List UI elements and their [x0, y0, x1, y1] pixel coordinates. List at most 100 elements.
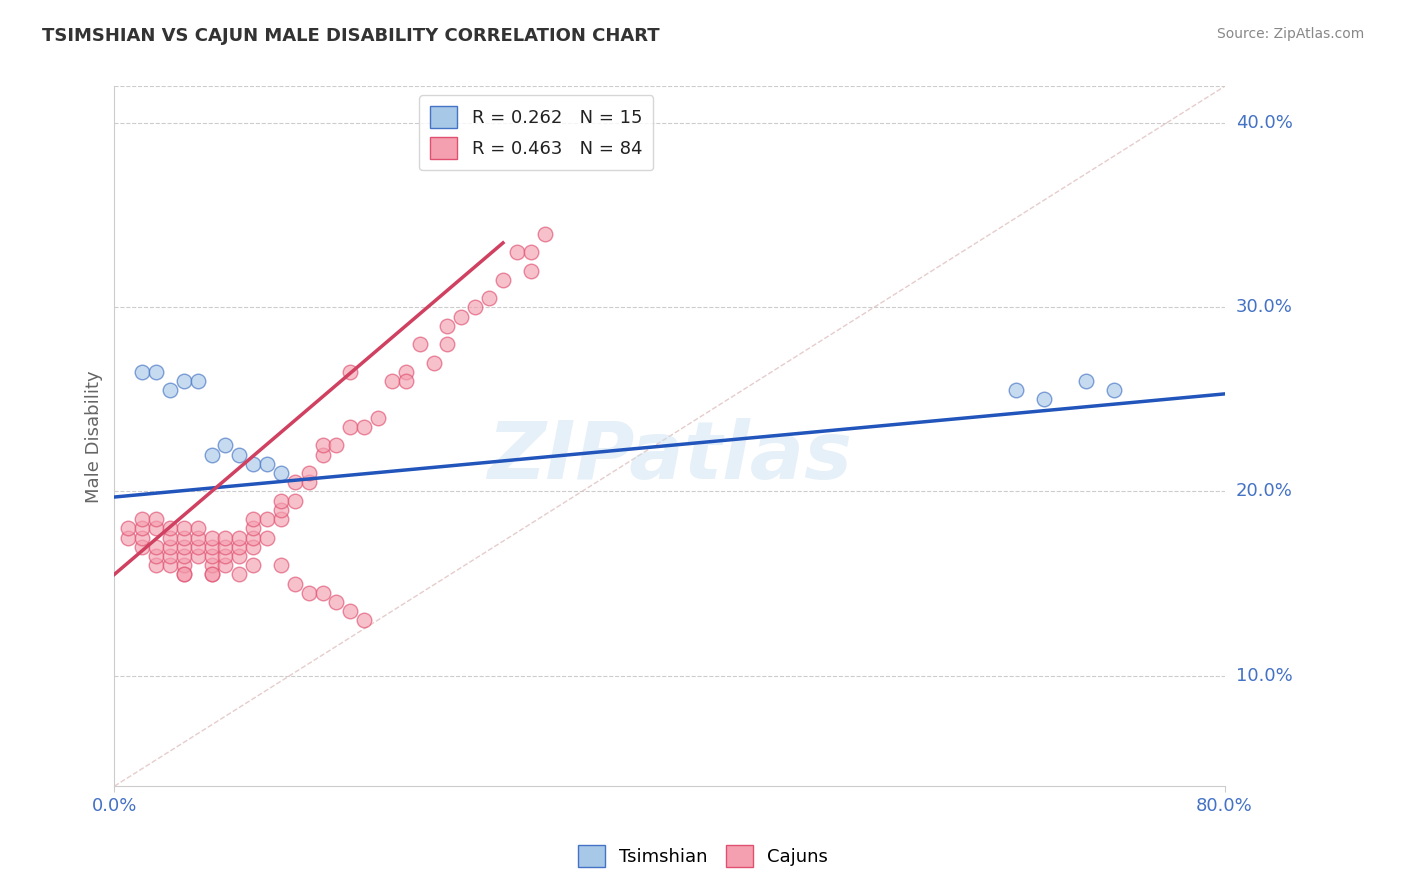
Point	[284, 576, 307, 591]
Point	[159, 558, 181, 573]
Point	[298, 466, 321, 480]
Point	[270, 503, 292, 517]
Point	[159, 549, 181, 563]
Point	[228, 448, 250, 462]
Point	[395, 374, 418, 388]
Point	[214, 540, 236, 554]
Point	[311, 448, 333, 462]
Point	[173, 374, 195, 388]
Point	[131, 531, 153, 545]
Point	[353, 614, 375, 628]
Point	[131, 365, 153, 379]
Point	[325, 595, 347, 609]
Point	[367, 410, 389, 425]
Point	[298, 586, 321, 600]
Point	[270, 558, 292, 573]
Point	[228, 531, 250, 545]
Point	[242, 512, 264, 526]
Point	[145, 558, 167, 573]
Point	[145, 365, 167, 379]
Point	[145, 540, 167, 554]
Point	[117, 521, 139, 535]
Point	[519, 245, 541, 260]
Point	[242, 531, 264, 545]
Point	[173, 558, 195, 573]
Point	[145, 512, 167, 526]
Point	[173, 521, 195, 535]
Text: 10.0%: 10.0%	[1236, 666, 1292, 685]
Point	[311, 586, 333, 600]
Point	[492, 273, 515, 287]
Point	[256, 531, 278, 545]
Y-axis label: Male Disability: Male Disability	[86, 370, 103, 502]
Point	[506, 245, 529, 260]
Point	[339, 604, 361, 618]
Point	[519, 263, 541, 277]
Point	[395, 365, 418, 379]
Point	[200, 531, 222, 545]
Text: TSIMSHIAN VS CAJUN MALE DISABILITY CORRELATION CHART: TSIMSHIAN VS CAJUN MALE DISABILITY CORRE…	[42, 27, 659, 45]
Point	[159, 540, 181, 554]
Point	[200, 549, 222, 563]
Point	[187, 549, 209, 563]
Point	[173, 567, 195, 582]
Point	[381, 374, 404, 388]
Point	[187, 521, 209, 535]
Point	[311, 438, 333, 452]
Point	[339, 420, 361, 434]
Point	[159, 521, 181, 535]
Point	[159, 383, 181, 397]
Point	[200, 448, 222, 462]
Point	[173, 540, 195, 554]
Text: 20.0%: 20.0%	[1236, 483, 1292, 500]
Point	[242, 540, 264, 554]
Point	[284, 493, 307, 508]
Point	[228, 549, 250, 563]
Point	[339, 365, 361, 379]
Point	[533, 227, 555, 241]
Text: ZIPatlas: ZIPatlas	[486, 418, 852, 496]
Point	[214, 558, 236, 573]
Point	[242, 521, 264, 535]
Point	[187, 531, 209, 545]
Text: Source: ZipAtlas.com: Source: ZipAtlas.com	[1216, 27, 1364, 41]
Point	[214, 531, 236, 545]
Text: 30.0%: 30.0%	[1236, 298, 1292, 317]
Point	[409, 337, 432, 351]
Point	[159, 531, 181, 545]
Point	[173, 531, 195, 545]
Point	[228, 567, 250, 582]
Legend: R = 0.262   N = 15, R = 0.463   N = 84: R = 0.262 N = 15, R = 0.463 N = 84	[419, 95, 654, 170]
Point	[464, 301, 486, 315]
Point	[1033, 392, 1056, 407]
Point	[131, 540, 153, 554]
Point	[1074, 374, 1097, 388]
Point	[353, 420, 375, 434]
Point	[242, 457, 264, 471]
Point	[200, 567, 222, 582]
Point	[270, 493, 292, 508]
Point	[450, 310, 472, 324]
Point	[436, 318, 458, 333]
Point	[242, 558, 264, 573]
Point	[228, 540, 250, 554]
Point	[173, 567, 195, 582]
Point	[214, 438, 236, 452]
Point	[200, 558, 222, 573]
Point	[436, 337, 458, 351]
Point	[145, 521, 167, 535]
Point	[478, 291, 501, 305]
Point	[187, 540, 209, 554]
Point	[200, 540, 222, 554]
Point	[256, 457, 278, 471]
Point	[270, 466, 292, 480]
Point	[145, 549, 167, 563]
Point	[200, 567, 222, 582]
Point	[214, 549, 236, 563]
Point	[117, 531, 139, 545]
Point	[422, 355, 444, 369]
Point	[131, 521, 153, 535]
Point	[173, 549, 195, 563]
Point	[284, 475, 307, 490]
Point	[256, 512, 278, 526]
